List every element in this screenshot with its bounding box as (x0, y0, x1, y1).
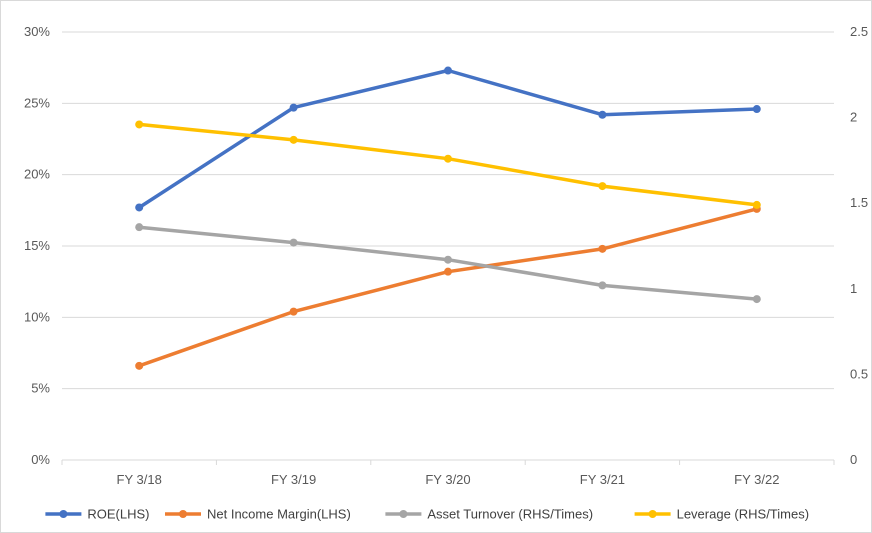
data-point (752, 105, 761, 114)
x-tick-label: FY 3/20 (425, 472, 470, 487)
data-point (289, 238, 298, 247)
data-point (135, 120, 144, 129)
y-left-tick-label: 15% (24, 238, 50, 253)
y-right-tick-label: 1.5 (850, 195, 868, 210)
x-tick-label: FY 3/19 (271, 472, 316, 487)
y-left-tick-label: 10% (24, 309, 50, 324)
legend-marker (179, 510, 187, 518)
legend-label: ROE(LHS) (87, 507, 149, 522)
legend-marker (648, 510, 657, 518)
y-left-tick-label: 5% (31, 381, 50, 396)
legend-item: Net Income Margin(LHS) (165, 507, 351, 522)
legend-marker (399, 510, 408, 518)
y-right-tick-label: 1 (850, 281, 857, 296)
legend: ROE(LHS) Net Income Margin(LHS) Asset Turn… (45, 507, 809, 522)
data-point (135, 223, 144, 232)
y-right-tick-label: 0.5 (850, 366, 868, 381)
data-point (444, 255, 452, 264)
data-point (444, 267, 452, 276)
series-roe-lhs (135, 66, 761, 212)
data-point (289, 135, 298, 144)
legend-marker (59, 510, 68, 518)
data-point (598, 244, 607, 253)
data-point (752, 295, 761, 304)
y-right-tick-label: 2 (850, 110, 857, 125)
series (135, 66, 761, 370)
legend-item: Asset Turnover (RHS/Times) (385, 507, 593, 522)
data-point (135, 361, 144, 370)
x-tick-label: FY 3/21 (580, 472, 625, 487)
data-point (598, 281, 607, 290)
y-left-tick-label: 30% (24, 24, 50, 39)
y-left-tick-label: 0% (31, 452, 50, 467)
y-right-tick-label: 2.5 (850, 24, 868, 39)
legend-item: Leverage (RHS/Times) (634, 507, 809, 522)
data-point (444, 66, 452, 75)
series-asset-turnover-rhs-times (135, 223, 761, 304)
legend-label: Asset Turnover (RHS/Times) (427, 507, 593, 522)
data-point (444, 154, 452, 163)
y-left-tick-label: 20% (24, 167, 50, 182)
y-left-tick-label: 25% (24, 95, 50, 110)
data-point (135, 203, 144, 212)
legend-label: Net Income Margin(LHS) (207, 507, 351, 522)
legend-item: ROE(LHS) (45, 507, 150, 522)
legend-label: Leverage (RHS/Times) (677, 507, 809, 522)
data-point (289, 103, 298, 112)
data-point (289, 307, 298, 316)
data-point (598, 182, 607, 191)
x-tick-label: FY 3/18 (117, 472, 162, 487)
y-right-tick-label: 0 (850, 452, 857, 467)
data-point (752, 200, 761, 209)
data-point (598, 110, 607, 119)
axes: 0% 5% 10% 15% 20% 25% 30% 0 0.5 1 1.5 2 2.5 FY 3/18 FY… (24, 24, 868, 487)
series-leverage-rhs-times (135, 120, 761, 209)
x-tick-label: FY 3/22 (734, 472, 779, 487)
